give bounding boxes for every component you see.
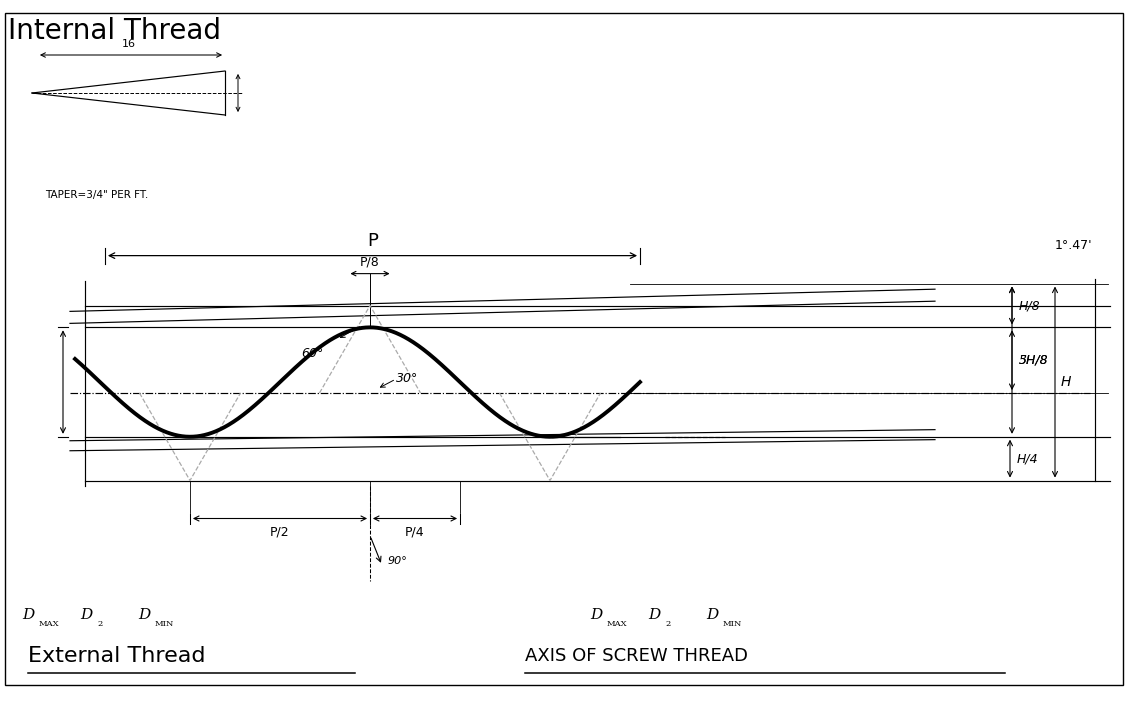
Text: D: D bbox=[647, 608, 660, 622]
Text: D: D bbox=[21, 608, 34, 622]
Text: P/4: P/4 bbox=[406, 526, 425, 538]
Text: 16: 16 bbox=[122, 39, 136, 49]
Text: 90°: 90° bbox=[388, 557, 408, 567]
Text: D: D bbox=[706, 608, 719, 622]
Text: MIN: MIN bbox=[155, 620, 174, 628]
Text: MIN: MIN bbox=[723, 620, 742, 628]
Text: D: D bbox=[80, 608, 93, 622]
Text: 30°: 30° bbox=[396, 373, 418, 385]
Text: 5H/8: 5H/8 bbox=[1019, 354, 1049, 367]
Text: MAX: MAX bbox=[607, 620, 627, 628]
Text: P/8: P/8 bbox=[360, 256, 380, 269]
Text: 1°.47': 1°.47' bbox=[1055, 239, 1093, 252]
Text: 2: 2 bbox=[97, 620, 102, 628]
Text: AXIS OF SCREW THREAD: AXIS OF SCREW THREAD bbox=[525, 647, 748, 665]
Text: Internal Thread: Internal Thread bbox=[8, 17, 221, 45]
Text: MAX: MAX bbox=[40, 620, 60, 628]
Text: TAPER=3/4" PER FT.: TAPER=3/4" PER FT. bbox=[45, 190, 148, 200]
Text: 60°: 60° bbox=[301, 347, 323, 361]
Text: H: H bbox=[1061, 375, 1071, 389]
Text: External Thread: External Thread bbox=[28, 646, 206, 666]
Text: 3H/8: 3H/8 bbox=[1019, 354, 1049, 367]
Text: H/8: H/8 bbox=[1019, 299, 1041, 312]
Text: D: D bbox=[590, 608, 602, 622]
Text: D: D bbox=[138, 608, 150, 622]
Text: 2: 2 bbox=[664, 620, 670, 628]
Text: P: P bbox=[367, 231, 377, 250]
Text: H/4: H/4 bbox=[1017, 452, 1038, 465]
Text: P/2: P/2 bbox=[270, 526, 289, 538]
